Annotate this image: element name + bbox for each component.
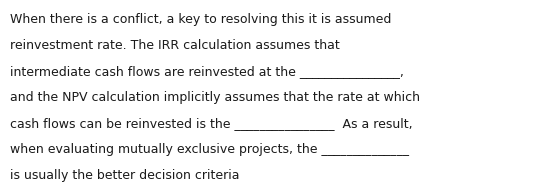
Text: intermediate cash flows are reinvested at the ________________,: intermediate cash flows are reinvested a… bbox=[10, 65, 404, 78]
Text: When there is a conflict, a key to resolving this it is assumed: When there is a conflict, a key to resol… bbox=[10, 13, 391, 26]
Text: is usually the better decision criteria: is usually the better decision criteria bbox=[10, 169, 239, 182]
Text: cash flows can be reinvested is the ________________  As a result,: cash flows can be reinvested is the ____… bbox=[10, 117, 413, 130]
Text: reinvestment rate. The IRR calculation assumes that: reinvestment rate. The IRR calculation a… bbox=[10, 39, 340, 52]
Text: when evaluating mutually exclusive projects, the ______________: when evaluating mutually exclusive proje… bbox=[10, 143, 409, 156]
Text: and the NPV calculation implicitly assumes that the rate at which: and the NPV calculation implicitly assum… bbox=[10, 91, 420, 104]
